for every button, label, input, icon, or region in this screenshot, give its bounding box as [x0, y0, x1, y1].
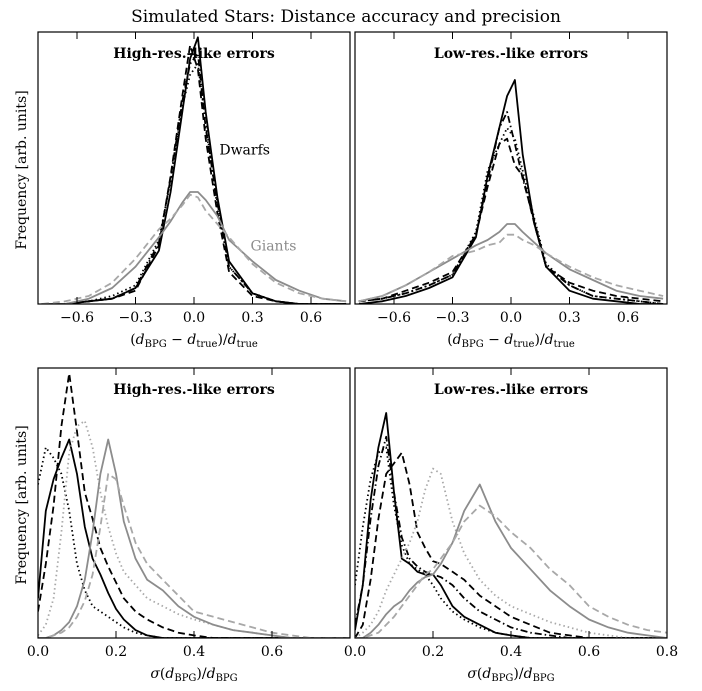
panel-bottom-right: 0.0 0.2 0.4 0.6 0.8 Low-res.-like errors σ(dBP… [344, 367, 678, 684]
y-axis-label-top: Frequency [arb. units] [14, 90, 30, 249]
series-line-4 [358, 111, 664, 304]
x-axis-label: (dBPG − dtrue)/dtrue [130, 332, 258, 350]
series-line-6 [41, 193, 347, 304]
x-tick-label: 0.6 [261, 644, 283, 660]
x-tick-label: 0.8 [656, 644, 678, 660]
series-line-6 [355, 483, 667, 638]
x-axis-label: (dBPG − dtrue)/dtrue [447, 332, 575, 350]
panel-title: High-res.-like errors [113, 46, 275, 62]
panel-top-left: −0.6 −0.3 0.0 0.3 0.6 High-res.-like errors (d… [37, 31, 351, 350]
series-line-6 [38, 473, 350, 638]
panel-title: Low-res.-like errors [434, 46, 588, 62]
x-tick-label: 0.6 [578, 644, 600, 660]
x-tick-label: 0.0 [344, 644, 366, 660]
x-tick-label: 0.0 [500, 310, 522, 326]
x-tick-label: 0.4 [183, 644, 205, 660]
panel-title: High-res.-like errors [113, 382, 275, 398]
series-line-3 [41, 63, 347, 304]
series-line-3 [358, 127, 664, 304]
annotation-giants: Giants [251, 239, 297, 255]
series-line-3 [38, 446, 350, 638]
y-axis-label-bottom: Frequency [arb. units] [14, 425, 30, 584]
series-line-1 [38, 438, 350, 638]
x-tick-label: −0.3 [119, 310, 153, 326]
series-line-3 [355, 446, 667, 638]
panel-top-right: −0.6 −0.3 0.0 0.3 0.6 Low-res.-like errors (dB… [354, 31, 668, 350]
plot-frame [354, 367, 668, 639]
series-line-5 [38, 438, 350, 638]
x-tick-label: 0.0 [183, 310, 205, 326]
panel-bottom-left: 0.0 0.2 0.4 0.6 High-res.-like errors σ(dBPG)… [27, 367, 351, 684]
panel-title: Low-res.-like errors [434, 382, 588, 398]
series-line-2 [355, 451, 667, 638]
x-tick-label: 0.6 [300, 310, 322, 326]
series-line-7 [355, 504, 667, 638]
x-tick-label: 0.2 [422, 644, 444, 660]
series-line-1 [358, 79, 664, 304]
series-line-1 [355, 412, 667, 638]
x-tick-label: 0.3 [558, 310, 580, 326]
x-tick-label: 0.4 [500, 644, 522, 660]
annotation-dwarfs: Dwarfs [219, 143, 270, 159]
x-axis-label: σ(dBPG)/dBPG [467, 666, 554, 684]
x-tick-label: −0.3 [436, 310, 470, 326]
x-tick-label: −0.6 [60, 310, 94, 326]
x-tick-label: 0.3 [241, 310, 263, 326]
series-line-5 [355, 467, 667, 638]
series-line-6 [358, 233, 664, 303]
series-line-5 [41, 191, 347, 304]
x-axis-label: σ(dBPG)/dBPG [150, 666, 237, 684]
x-tick-label: 0.0 [27, 644, 49, 660]
x-tick-label: 0.6 [617, 310, 639, 326]
series-line-4 [41, 52, 347, 304]
series-line-1 [41, 36, 347, 304]
plot-frame [37, 367, 351, 639]
series-line-2 [41, 44, 347, 304]
figure-title: Simulated Stars: Distance accuracy and p… [131, 7, 561, 27]
plot-frame [354, 31, 668, 305]
x-tick-label: 0.2 [105, 644, 127, 660]
series-line-4 [355, 435, 667, 638]
x-tick-label: −0.6 [377, 310, 411, 326]
series-line-2 [358, 137, 664, 303]
plot-frame [37, 31, 351, 305]
